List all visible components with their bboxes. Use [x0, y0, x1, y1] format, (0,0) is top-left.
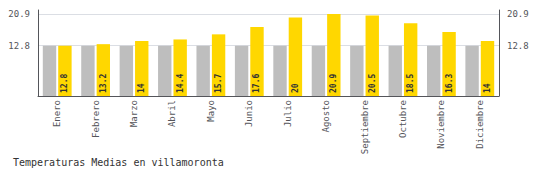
svg-text:16.3: 16.3: [445, 74, 454, 93]
svg-text:20.9: 20.9: [507, 9, 529, 19]
svg-text:Octubre: Octubre: [398, 100, 408, 138]
svg-text:Enero: Enero: [52, 100, 62, 127]
svg-text:Noviembre: Noviembre: [436, 100, 446, 149]
svg-text:14: 14: [137, 83, 146, 93]
svg-text:Abril: Abril: [167, 100, 177, 127]
svg-text:14: 14: [483, 83, 492, 93]
svg-text:20: 20: [291, 83, 300, 93]
svg-text:Mayo: Mayo: [206, 100, 216, 122]
svg-text:18.5: 18.5: [406, 74, 415, 93]
svg-text:Septiembre: Septiembre: [360, 100, 370, 154]
svg-text:20.9: 20.9: [8, 9, 30, 19]
svg-text:12.8: 12.8: [507, 41, 529, 51]
svg-text:14.4: 14.4: [176, 74, 185, 93]
svg-text:Julio: Julio: [283, 100, 293, 127]
svg-text:Marzo: Marzo: [129, 100, 139, 127]
svg-text:Temperaturas Medias en villamo: Temperaturas Medias en villamoronta: [13, 157, 224, 168]
svg-text:20.5: 20.5: [368, 74, 377, 93]
svg-text:Febrero: Febrero: [91, 100, 101, 138]
svg-text:17.6: 17.6: [252, 74, 261, 93]
svg-text:Agosto: Agosto: [321, 100, 331, 133]
svg-text:12.8: 12.8: [60, 74, 69, 93]
svg-text:13.2: 13.2: [99, 74, 108, 93]
svg-text:20.9: 20.9: [329, 74, 338, 93]
svg-text:Junio: Junio: [244, 100, 254, 127]
svg-text:15.7: 15.7: [214, 74, 223, 93]
svg-text:12.8: 12.8: [8, 41, 30, 51]
svg-text:Diciembre: Diciembre: [475, 100, 485, 149]
